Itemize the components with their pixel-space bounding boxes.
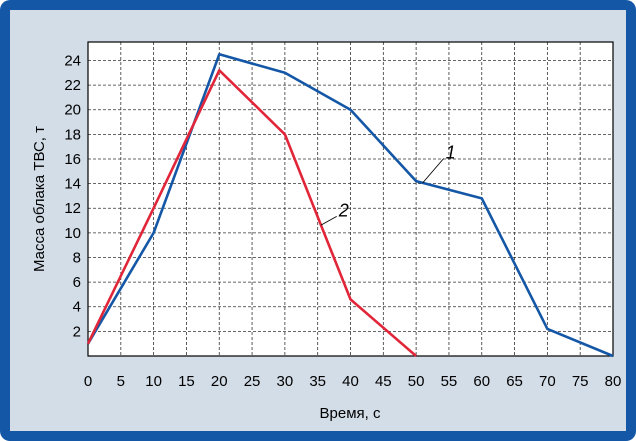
x-tick-label: 65: [506, 373, 523, 390]
annotation-label-1: 1: [446, 143, 456, 163]
y-tick-label: 24: [64, 52, 81, 69]
y-tick-label: 2: [73, 323, 81, 340]
x-axis-label: Время, с: [320, 405, 381, 422]
x-tick-label: 0: [84, 373, 92, 390]
x-tick-label: 45: [375, 373, 392, 390]
y-tick-label: 4: [73, 299, 81, 316]
x-tick-label: 35: [309, 373, 326, 390]
x-tick-label: 10: [145, 373, 162, 390]
x-tick-label: 5: [117, 373, 125, 390]
y-tick-label: 16: [64, 151, 81, 168]
x-tick-label: 55: [441, 373, 458, 390]
x-tick-label: 80: [605, 373, 622, 390]
y-tick-label: 8: [73, 249, 81, 266]
x-tick-label: 25: [244, 373, 261, 390]
x-tick-label: 15: [178, 373, 195, 390]
x-tick-label: 60: [473, 373, 490, 390]
x-tick-label: 70: [539, 373, 556, 390]
y-tick-label: 14: [64, 176, 81, 193]
x-tick-label: 30: [277, 373, 294, 390]
y-tick-label: 18: [64, 126, 81, 143]
y-axis-label: Масса облака ТВС, т: [31, 126, 48, 272]
y-tick-label: 10: [64, 225, 81, 242]
annotation-label-2: 2: [338, 200, 349, 220]
y-tick-label: 20: [64, 102, 81, 119]
x-tick-label: 75: [572, 373, 589, 390]
x-tick-label: 50: [408, 373, 425, 390]
x-tick-label: 40: [342, 373, 359, 390]
y-tick-label: 6: [73, 274, 81, 291]
y-tick-label: 12: [64, 200, 81, 217]
y-tick-label: 22: [64, 77, 81, 94]
x-tick-label: 20: [211, 373, 228, 390]
